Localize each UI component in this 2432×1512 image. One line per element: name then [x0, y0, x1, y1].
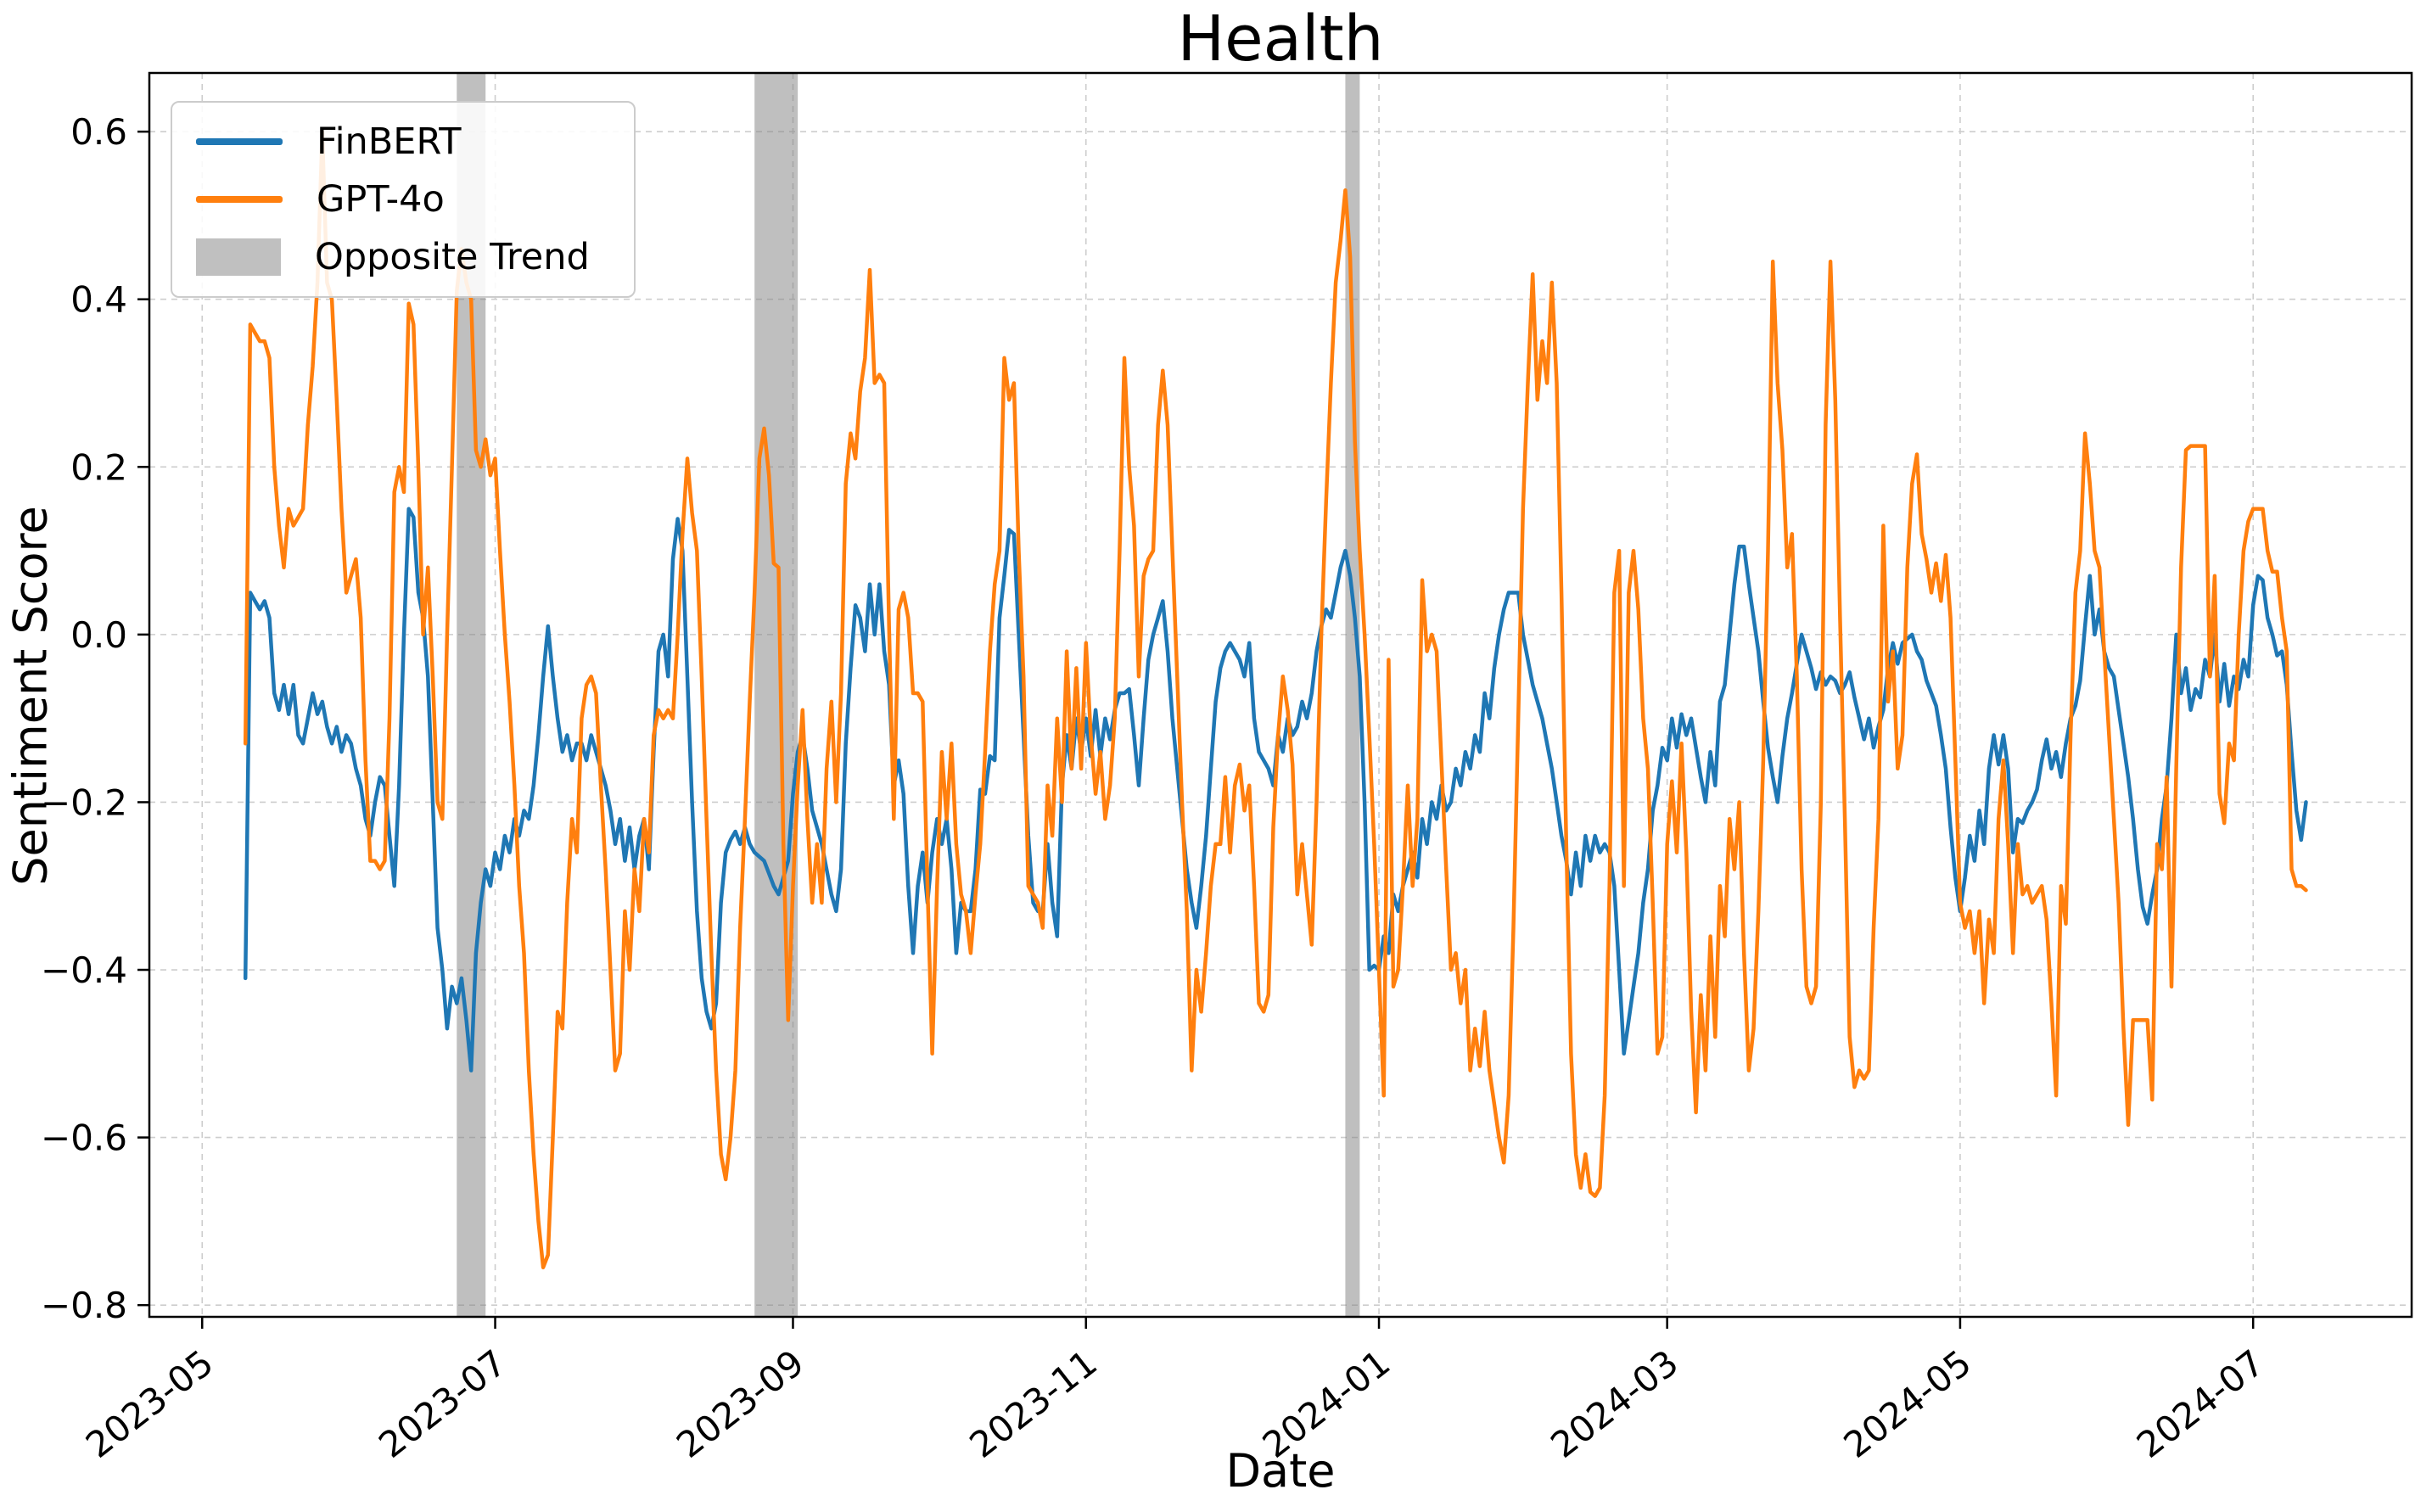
legend-item-gpt4o: GPT-4o — [196, 178, 610, 221]
gpt4o-line-swatch — [196, 196, 283, 203]
legend-item-opposite-trend: Opposite Trend — [196, 236, 610, 278]
gpt4o-series-line — [243, 129, 2308, 1269]
y-tick-label: 0.2 — [70, 446, 127, 488]
y-tick-label: −0.8 — [41, 1285, 127, 1326]
finbert-line-swatch — [196, 138, 283, 145]
y-tick-label: 0.6 — [70, 111, 127, 153]
y-tick-label: −0.4 — [41, 949, 127, 991]
y-tick-label: −0.2 — [41, 781, 127, 823]
opposite-trend-band — [1345, 73, 1360, 1317]
chart-title: Health — [1177, 3, 1384, 76]
legend-label-opposite-trend: Opposite Trend — [315, 236, 590, 278]
y-tick-label: 0.0 — [70, 614, 127, 656]
plot-border — [148, 71, 2413, 1319]
opposite-trend-patch-swatch — [196, 238, 281, 276]
legend-item-finbert: FinBERT — [196, 120, 610, 163]
x-axis-label: Date — [1225, 1444, 1336, 1498]
opposite-trend-band — [754, 73, 799, 1317]
legend-label-finbert: FinBERT — [317, 120, 462, 163]
y-tick-label: 0.4 — [70, 279, 127, 321]
y-tick-label: −0.6 — [41, 1117, 127, 1159]
legend-label-gpt4o: GPT-4o — [317, 178, 445, 221]
y-axis-label: Sentiment Score — [3, 506, 58, 886]
legend: FinBERT GPT-4o Opposite Trend — [171, 101, 636, 298]
